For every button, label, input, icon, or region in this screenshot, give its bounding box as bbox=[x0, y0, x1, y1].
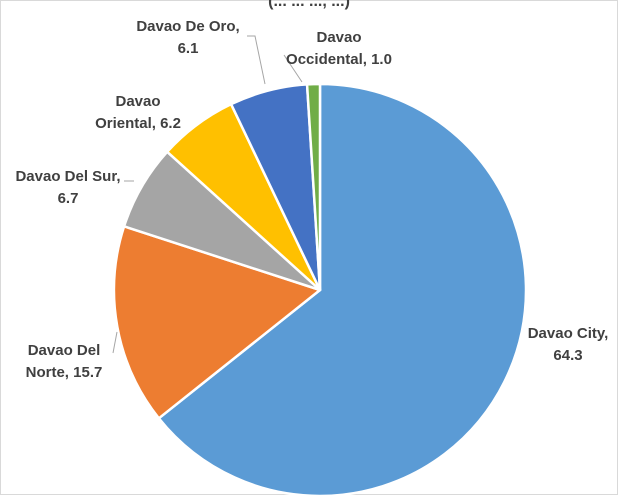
data-label-line: Davao City, bbox=[528, 325, 609, 342]
data-label-line: Davao Del Sur, bbox=[15, 168, 120, 185]
data-label-line: 6.7 bbox=[58, 190, 79, 207]
data-label-line: 64.3 bbox=[553, 347, 582, 364]
data-label-line: Davao Del bbox=[28, 342, 101, 359]
pie-slice-davao-occidental bbox=[305, 82, 322, 292]
data-label-line: Occidental, 1.0 bbox=[286, 51, 392, 68]
data-label-line: Davao bbox=[316, 29, 361, 46]
data-label-line: Oriental, 6.2 bbox=[95, 115, 181, 132]
data-label-line: Norte, 15.7 bbox=[26, 364, 103, 381]
data-label-davao-del-norte: Davao Del Norte, 15.7 bbox=[26, 342, 103, 381]
data-label-line: Davao De Oro, bbox=[136, 18, 239, 35]
data-label-davao-del-sur: Davao Del Sur, 6.7 bbox=[15, 168, 120, 207]
pie-slice-davao-city bbox=[157, 82, 528, 498]
data-label-davao-occidental: Davao Occidental, 1.0 bbox=[286, 29, 392, 68]
data-label-line: Davao bbox=[115, 93, 160, 110]
data-label-davao-de-oro: Davao De Oro, 6.1 bbox=[136, 18, 239, 57]
leader-line-davao-occidental bbox=[283, 54, 303, 83]
chart-title: (... ... ..., ...) bbox=[268, 0, 350, 10]
leader-line-davao-del-norte bbox=[112, 331, 118, 354]
data-label-line: 6.1 bbox=[178, 40, 199, 57]
data-label-davao-city: Davao City, 64.3 bbox=[528, 325, 609, 364]
data-label-davao-oriental: Davao Oriental, 6.2 bbox=[95, 93, 181, 132]
leader-line-davao-de-oro bbox=[247, 35, 266, 85]
